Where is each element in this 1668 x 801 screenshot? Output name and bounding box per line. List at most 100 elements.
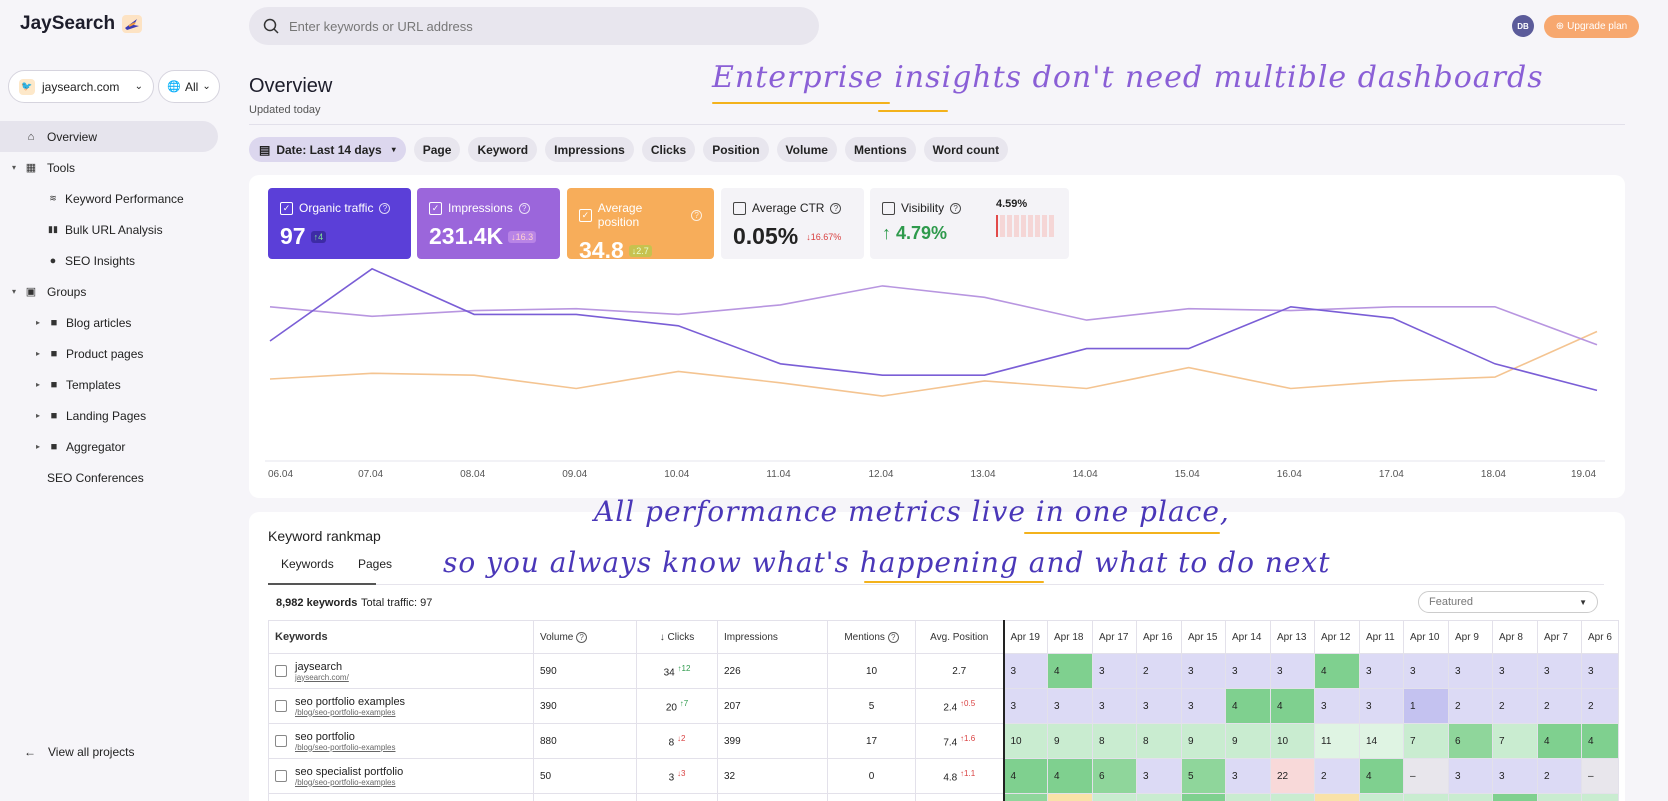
filter-chip-page[interactable]: Page bbox=[413, 137, 461, 162]
sidebar-item-seo-conferences[interactable]: SEO Conferences bbox=[0, 462, 230, 493]
rank-cell[interactable]: 2 bbox=[1136, 653, 1182, 689]
keyword-name[interactable]: seo specialist portfolio bbox=[295, 765, 404, 778]
sidebar-item-overview[interactable]: ⌂ Overview bbox=[0, 121, 218, 152]
sort-select[interactable]: Featured ▼ bbox=[1418, 591, 1598, 613]
filter-chip-keyword[interactable]: Keyword bbox=[468, 137, 538, 162]
rank-cell[interactable] bbox=[1225, 793, 1271, 801]
sidebar-item-bulk-url-analysis[interactable]: ▮▮ Bulk URL Analysis bbox=[0, 214, 230, 245]
rank-cell[interactable]: 4 bbox=[1314, 653, 1360, 689]
rank-cell[interactable]: 3 bbox=[1181, 688, 1226, 724]
filter-chip-position[interactable]: Position bbox=[703, 137, 769, 162]
rank-cell[interactable]: – bbox=[1403, 758, 1449, 794]
rank-cell[interactable]: 2 bbox=[1581, 688, 1619, 724]
rank-cell[interactable]: 3 bbox=[1225, 653, 1271, 689]
checkbox-checked[interactable]: ✓ bbox=[429, 201, 442, 215]
rank-cell[interactable]: 3 bbox=[1403, 653, 1449, 689]
metric-visibility[interactable]: Visibility? ↑ 4.79% 4.59% bbox=[870, 188, 1069, 259]
rank-cell[interactable]: 3 bbox=[1448, 758, 1493, 794]
rank-cell[interactable]: 3 bbox=[1092, 688, 1137, 724]
rank-cell[interactable]: 11 bbox=[1314, 723, 1360, 759]
rank-cell[interactable]: 4 bbox=[1537, 723, 1582, 759]
rank-cell[interactable]: 8 bbox=[1092, 723, 1137, 759]
rank-cell[interactable]: 14 bbox=[1359, 723, 1404, 759]
sidebar-item-seo-insights[interactable]: ● SEO Insights bbox=[0, 245, 230, 276]
keyword-url[interactable]: /blog/seo-portfolio-examples bbox=[295, 777, 396, 787]
rank-cell[interactable]: 4 bbox=[1225, 688, 1271, 724]
keyword-url[interactable]: /blog/seo-portfolio-examples bbox=[295, 742, 396, 752]
rank-cell[interactable] bbox=[1047, 793, 1093, 801]
rank-cell[interactable]: 3 bbox=[1537, 653, 1582, 689]
view-all-projects-link[interactable]: ← View all projects bbox=[24, 745, 134, 759]
column-header-avg-position[interactable]: Avg. Position bbox=[915, 620, 1004, 654]
rank-cell[interactable]: 3 bbox=[1359, 688, 1404, 724]
rank-cell[interactable] bbox=[1581, 793, 1619, 801]
rank-cell[interactable]: 2 bbox=[1492, 688, 1538, 724]
rank-cell[interactable]: 3 bbox=[1002, 653, 1048, 689]
rank-cell[interactable] bbox=[1359, 793, 1404, 801]
rank-cell[interactable]: 4 bbox=[1270, 688, 1315, 724]
search-bar[interactable] bbox=[249, 7, 819, 45]
rank-cell[interactable] bbox=[1181, 793, 1226, 801]
sidebar-item-product-pages[interactable]: ▸ ■ Product pages bbox=[0, 338, 230, 369]
column-header-volume[interactable]: Volume ? bbox=[533, 620, 637, 654]
row-checkbox[interactable] bbox=[275, 665, 287, 677]
rank-cell[interactable] bbox=[1492, 793, 1538, 801]
tab-pages[interactable]: Pages bbox=[358, 557, 393, 571]
rank-cell[interactable]: 22 bbox=[1270, 758, 1315, 794]
rank-cell[interactable]: 3 bbox=[1314, 688, 1360, 724]
filter-chip-mentions[interactable]: Mentions bbox=[844, 137, 916, 162]
date-filter-chip[interactable]: ▤ Date: Last 14 days ▾ bbox=[249, 137, 406, 162]
rank-cell[interactable]: 3 bbox=[1225, 758, 1271, 794]
sidebar-item-groups[interactable]: ▾ ▣ Groups bbox=[0, 276, 230, 307]
rank-cell[interactable]: – bbox=[1581, 758, 1619, 794]
metric-organic-traffic[interactable]: ✓ Organic traffic? 97 ↑4 bbox=[268, 188, 411, 259]
rank-cell[interactable]: 2 bbox=[1448, 688, 1493, 724]
metric-average-ctr[interactable]: Average CTR? 0.05% ↓16.67% bbox=[721, 188, 864, 259]
column-header-clicks[interactable]: ↓ Clicks bbox=[636, 620, 718, 654]
rank-cell[interactable]: 3 bbox=[1492, 653, 1538, 689]
rank-cell[interactable]: 10 bbox=[1002, 723, 1048, 759]
sidebar-item-templates[interactable]: ▸ ■ Templates bbox=[0, 369, 230, 400]
column-header-impressions[interactable]: Impressions bbox=[717, 620, 828, 654]
rank-cell[interactable]: 4 bbox=[1581, 723, 1619, 759]
checkbox-unchecked[interactable] bbox=[733, 201, 746, 215]
rank-cell[interactable]: 2 bbox=[1314, 758, 1360, 794]
rank-cell[interactable]: 4 bbox=[1047, 758, 1093, 794]
rank-cell[interactable]: 3 bbox=[1092, 653, 1137, 689]
checkbox-checked[interactable]: ✓ bbox=[579, 208, 592, 222]
filter-chip-word-count[interactable]: Word count bbox=[923, 137, 1009, 162]
rank-cell[interactable]: 6 bbox=[1092, 758, 1137, 794]
rank-cell[interactable]: 5 bbox=[1181, 758, 1226, 794]
sidebar-item-aggregator[interactable]: ▸ ■ Aggregator bbox=[0, 431, 230, 462]
rank-cell[interactable] bbox=[1314, 793, 1360, 801]
rank-cell[interactable] bbox=[1270, 793, 1315, 801]
rank-cell[interactable]: 4 bbox=[1047, 653, 1093, 689]
table-row[interactable] bbox=[268, 793, 1619, 801]
column-header-keywords[interactable]: Keywords bbox=[268, 620, 534, 654]
sidebar-item-blog-articles[interactable]: ▸ ■ Blog articles bbox=[0, 307, 230, 338]
avatar[interactable]: DB bbox=[1512, 15, 1534, 37]
rank-cell[interactable]: 1 bbox=[1403, 688, 1449, 724]
keyword-url[interactable]: /blog/seo-portfolio-examples bbox=[295, 707, 396, 717]
rank-cell[interactable]: 3 bbox=[1270, 653, 1315, 689]
upgrade-button[interactable]: ⊕ Upgrade plan bbox=[1544, 15, 1639, 38]
rank-cell[interactable] bbox=[1403, 793, 1449, 801]
metric-impressions[interactable]: ✓ Impressions? 231.4K ↓16.3 bbox=[417, 188, 560, 259]
keyword-name[interactable]: seo portfolio examples bbox=[295, 695, 406, 708]
metric-average-position[interactable]: ✓ Average position? 34.8 ↓2.7 bbox=[567, 188, 714, 263]
rank-cell[interactable]: 2 bbox=[1537, 758, 1582, 794]
keyword-url[interactable]: jaysearch.com/ bbox=[295, 672, 349, 682]
checkbox-checked[interactable]: ✓ bbox=[280, 201, 293, 215]
rank-cell[interactable]: 3 bbox=[1581, 653, 1619, 689]
rank-cell[interactable]: 2 bbox=[1537, 688, 1582, 724]
rank-cell[interactable]: 7 bbox=[1492, 723, 1538, 759]
filter-chip-clicks[interactable]: Clicks bbox=[641, 137, 696, 162]
table-row[interactable]: jaysearch jaysearch.com/590 34 ↑12 226 10 2.7… bbox=[268, 653, 1619, 689]
keyword-name[interactable]: seo portfolio bbox=[295, 730, 355, 743]
sidebar-item-tools[interactable]: ▾ ▦ Tools bbox=[0, 152, 230, 183]
rank-cell[interactable]: 3 bbox=[1359, 653, 1404, 689]
rank-cell[interactable]: 3 bbox=[1002, 688, 1048, 724]
rank-cell[interactable]: 3 bbox=[1047, 688, 1093, 724]
table-row[interactable]: seo portfolio/blog/seo-portfolio-example… bbox=[268, 723, 1619, 759]
project-select[interactable]: 🐦 jaysearch.com ⌄ bbox=[8, 70, 154, 103]
